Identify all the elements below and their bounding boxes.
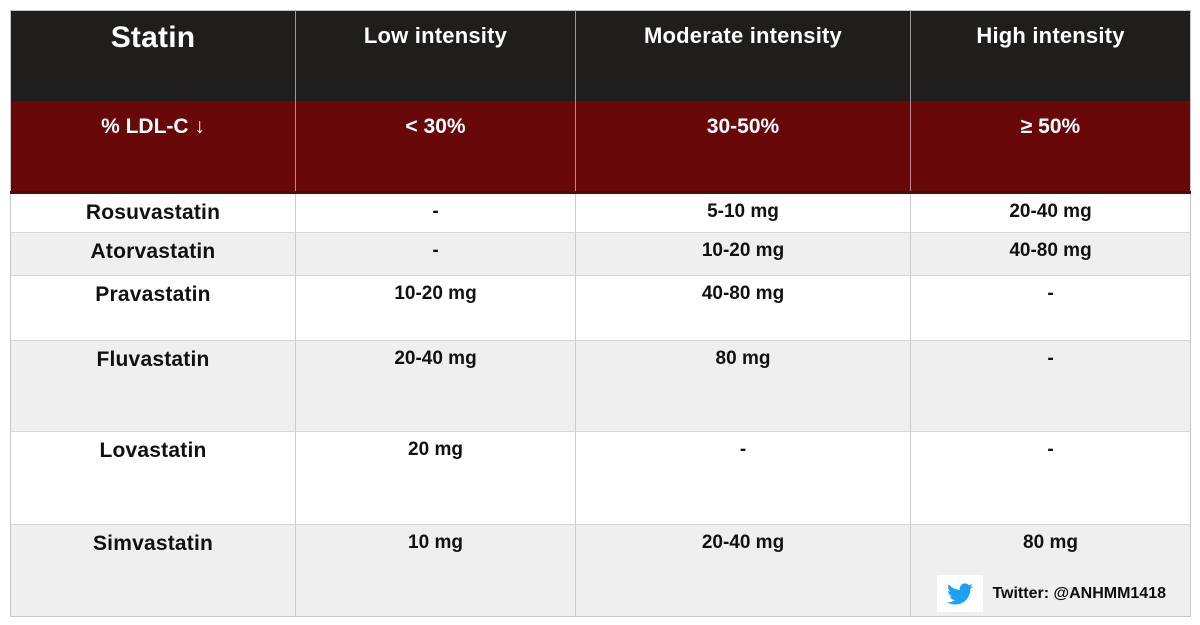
- attribution: Twitter: @ANHMM1418: [937, 575, 1166, 612]
- table-row-pravastatin: Pravastatin 10-20 mg 40-80 mg -: [10, 275, 1191, 341]
- table-row-fluvastatin: Fluvastatin 20-40 mg 80 mg -: [10, 340, 1191, 432]
- dose-cell-high: 20-40 mg: [910, 192, 1191, 233]
- dose-cell-moderate: 80 mg: [575, 340, 911, 432]
- statin-name-cell: Rosuvastatin: [10, 192, 296, 233]
- dose-cell-low: 10 mg: [295, 524, 576, 617]
- col-header-moderate-intensity: Moderate intensity: [575, 10, 911, 101]
- twitter-bird-icon: [937, 575, 984, 612]
- dose-cell-moderate: 10-20 mg: [575, 232, 911, 276]
- dose-cell-high: -: [910, 340, 1191, 432]
- ldl-low-cell: < 30%: [295, 100, 576, 194]
- attribution-text: Twitter: @ANHMM1418: [992, 584, 1166, 602]
- statin-intensity-table: Statin Low intensity Moderate intensity …: [10, 10, 1191, 617]
- dose-cell-moderate: 5-10 mg: [575, 192, 911, 233]
- table-row-lovastatin: Lovastatin 20 mg - -: [10, 431, 1191, 525]
- dose-cell-high: 40-80 mg: [910, 232, 1191, 276]
- dose-cell-high: -: [910, 431, 1191, 525]
- header-row: Statin Low intensity Moderate intensity …: [10, 10, 1191, 101]
- dose-cell-moderate: 20-40 mg: [575, 524, 911, 617]
- ldl-label-cell: % LDL-C ↓: [10, 100, 296, 194]
- ldl-high-cell: ≥ 50%: [910, 100, 1191, 194]
- dose-cell-low: 10-20 mg: [295, 275, 576, 341]
- table-row-rosuvastatin: Rosuvastatin - 5-10 mg 20-40 mg: [10, 192, 1191, 233]
- statin-name-cell: Simvastatin: [10, 524, 296, 617]
- col-header-high-intensity: High intensity: [910, 10, 1191, 101]
- col-header-low-intensity: Low intensity: [295, 10, 576, 101]
- statin-name-cell: Lovastatin: [10, 431, 296, 525]
- dose-cell-moderate: -: [575, 431, 911, 525]
- statin-name-cell: Fluvastatin: [10, 340, 296, 432]
- dose-cell-high: -: [910, 275, 1191, 341]
- dose-cell-moderate: 40-80 mg: [575, 275, 911, 341]
- statin-name-cell: Atorvastatin: [10, 232, 296, 276]
- ldl-moderate-cell: 30-50%: [575, 100, 911, 194]
- statin-name-cell: Pravastatin: [10, 275, 296, 341]
- dose-cell-low: 20 mg: [295, 431, 576, 525]
- dose-cell-low: 20-40 mg: [295, 340, 576, 432]
- dose-cell-low: -: [295, 232, 576, 276]
- col-header-statin: Statin: [10, 10, 296, 101]
- ldl-reduction-row: % LDL-C ↓ < 30% 30-50% ≥ 50%: [10, 100, 1191, 194]
- table-row-atorvastatin: Atorvastatin - 10-20 mg 40-80 mg: [10, 232, 1191, 276]
- dose-cell-low: -: [295, 192, 576, 233]
